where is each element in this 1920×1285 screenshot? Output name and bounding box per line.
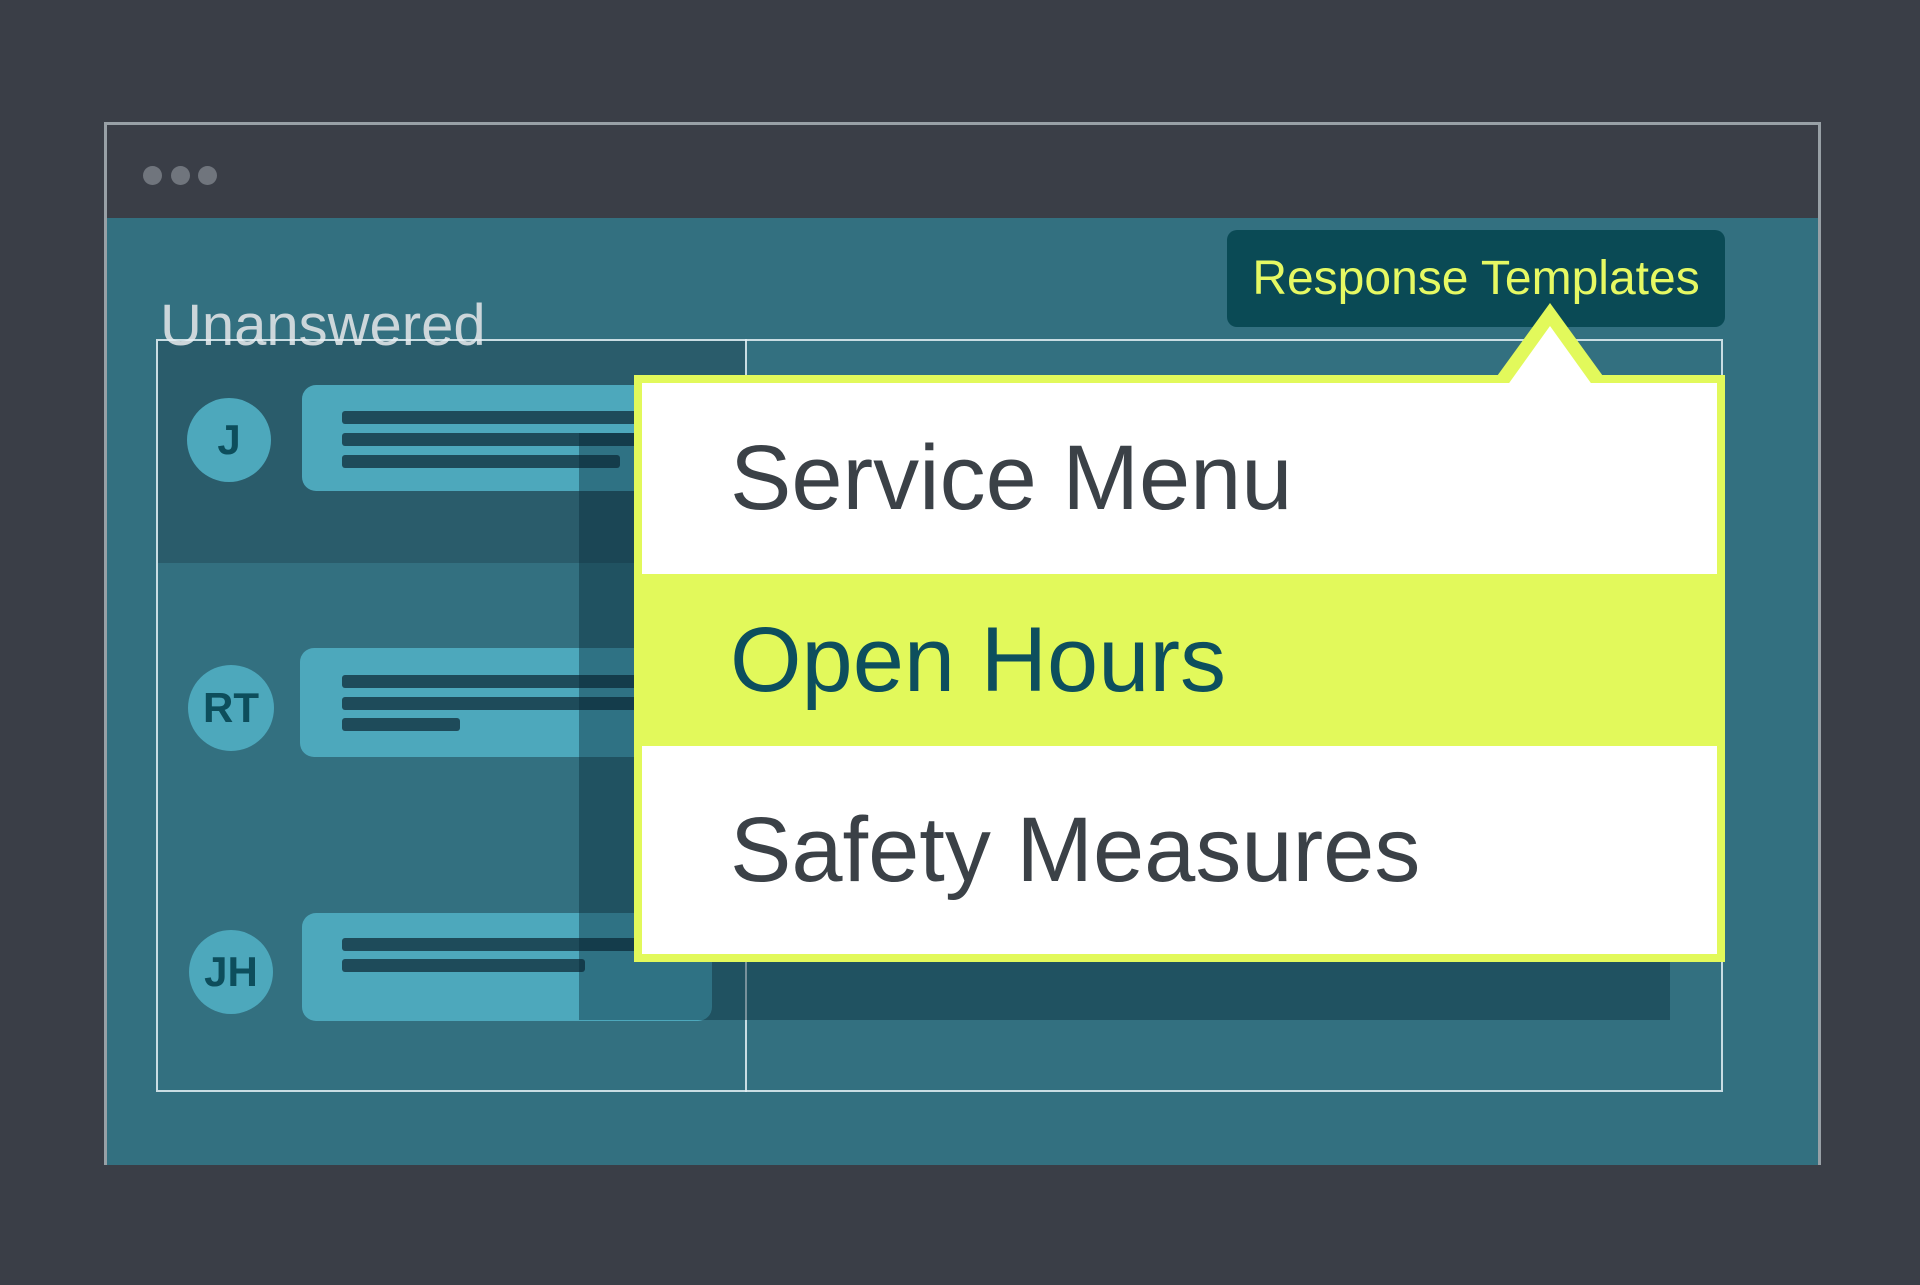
text-placeholder-bar [342, 697, 712, 710]
window-control-dot-icon [171, 166, 190, 185]
menu-item-open-hours[interactable]: Open Hours [642, 574, 1717, 746]
menu-item-service-menu[interactable]: Service Menu [642, 383, 1717, 574]
text-placeholder-bar [342, 675, 712, 688]
response-templates-dropdown: Service Menu Open Hours Safety Measures [634, 375, 1725, 962]
avatar: J [187, 398, 271, 482]
text-placeholder-bar [342, 455, 620, 468]
text-placeholder-bar [342, 433, 712, 446]
menu-item-safety-measures[interactable]: Safety Measures [642, 746, 1717, 954]
avatar: JH [189, 930, 273, 1014]
menu-item-label: Safety Measures [730, 798, 1421, 901]
avatar: RT [188, 665, 274, 751]
text-placeholder-bar [342, 938, 712, 951]
dropdown-caret-icon [1507, 326, 1593, 386]
text-placeholder-bar [342, 959, 585, 972]
response-templates-button-label: Response Templates [1252, 252, 1700, 305]
window-control-dot-icon [143, 166, 162, 185]
window-control-dot-icon [198, 166, 217, 185]
text-placeholder-bar [342, 718, 460, 731]
menu-item-label: Open Hours [730, 608, 1227, 711]
page-title: Unanswered [160, 293, 486, 358]
window-titlebar [107, 125, 1818, 218]
text-placeholder-bar [342, 411, 712, 424]
response-templates-button[interactable]: Response Templates [1227, 230, 1725, 327]
menu-item-label: Service Menu [730, 427, 1293, 529]
